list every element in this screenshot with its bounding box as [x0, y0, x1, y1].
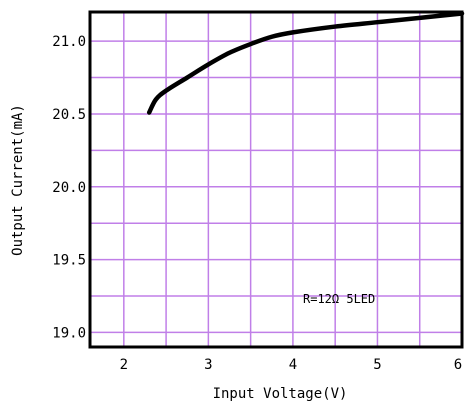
y-tick-label: 19.5 [52, 253, 86, 269]
x-tick-label: 2 [120, 357, 128, 373]
plot-frame [88, 10, 464, 349]
x-tick-label: 6 [454, 357, 462, 373]
x-tick-labels: 2 3 4 5 6 [120, 357, 463, 373]
y-tick-label: 21.0 [52, 34, 86, 50]
x-tick-label: 4 [289, 357, 297, 373]
data-series [146, 11, 465, 115]
series-line [146, 11, 465, 115]
x-tick-label: 5 [373, 357, 381, 373]
y-tick-label: 20.5 [52, 107, 86, 123]
y-tick-labels: 19.0 19.5 20.0 20.5 21.0 [52, 34, 86, 341]
chart-annotation: R=12Ω 5LED [303, 292, 375, 306]
y-axis-title: Output Current(mA) [10, 104, 26, 256]
grid-lines [90, 12, 462, 347]
x-axis-title: Input Voltage(V) [213, 386, 348, 402]
y-tick-label: 20.0 [52, 180, 86, 196]
x-tick-label: 3 [204, 357, 212, 373]
y-tick-label: 19.0 [52, 325, 86, 341]
